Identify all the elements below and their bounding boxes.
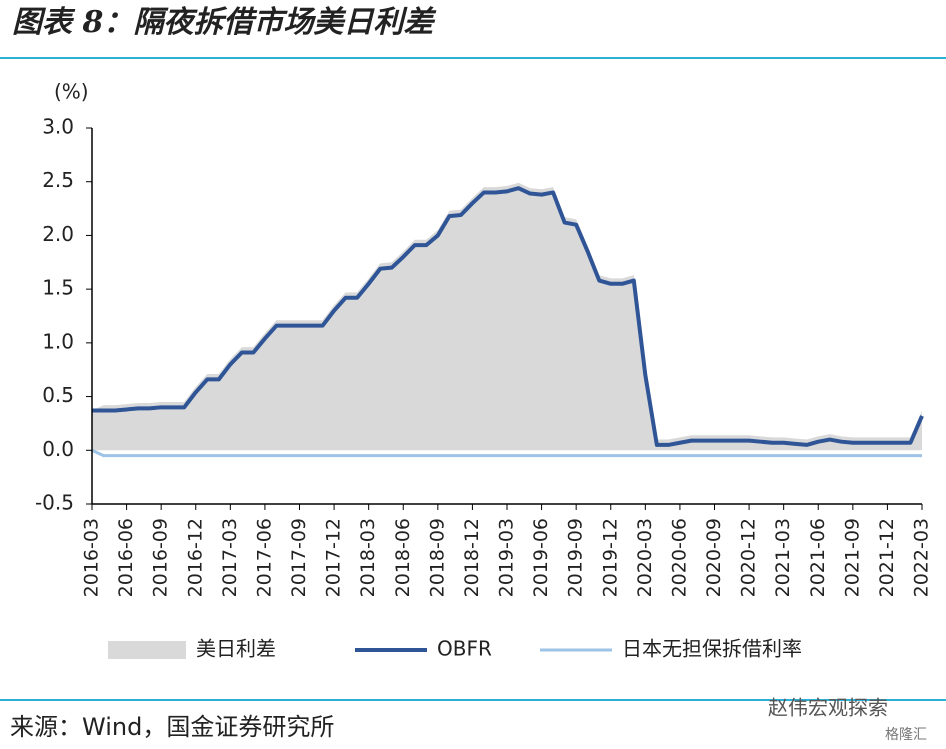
x-tick-label: 2020-09 xyxy=(703,518,725,597)
y-tick-label: 0.0 xyxy=(42,437,74,461)
line xyxy=(92,186,924,447)
x-tick-label: 2016-12 xyxy=(184,518,206,597)
legend-label: 美日利差 xyxy=(196,637,276,661)
area xyxy=(92,182,922,451)
chart-title: 图表 8：隔夜拆借市场美日利差 xyxy=(12,5,437,40)
legend-label: OBFR xyxy=(437,637,492,661)
x-tick-label: 2018-06 xyxy=(392,518,414,597)
x-tick-label: 2021-03 xyxy=(772,518,794,597)
line xyxy=(91,448,922,458)
y-axis-label: (%) xyxy=(54,80,89,104)
x-tick-label: 2016-06 xyxy=(115,518,137,597)
source: 来源：Wind，国金证券研究所 xyxy=(10,713,334,741)
x-tick-label: 2017-06 xyxy=(253,518,275,597)
x-tick-label: 2020-12 xyxy=(738,518,760,597)
x-tick-label: 2016-03 xyxy=(81,518,103,597)
y-tick-label: 1.0 xyxy=(42,329,74,353)
x-tick-label: 2019-03 xyxy=(496,518,518,597)
y-tick-label: -0.5 xyxy=(35,491,74,515)
x-tick-label: 2018-12 xyxy=(461,518,483,597)
x-tick-label: 2021-12 xyxy=(876,518,898,597)
y-tick-label: 3.0 xyxy=(42,115,74,139)
x-tick-label: 2020-03 xyxy=(634,518,656,597)
x-tick-label: 2017-12 xyxy=(323,518,345,597)
x-tick-label: 2022-03 xyxy=(911,518,933,597)
watermark: 赵伟宏观探索 xyxy=(768,696,888,720)
x-tick-label: 2017-03 xyxy=(219,518,241,597)
x-tick-label: 2019-09 xyxy=(565,518,587,597)
x-tick-label: 2017-09 xyxy=(288,518,310,597)
x-tick-label: 2019-12 xyxy=(599,518,621,597)
y-tick-label: 2.5 xyxy=(42,168,74,192)
legend-swatch xyxy=(108,641,186,659)
x-tick-label: 2018-03 xyxy=(357,518,379,597)
y-tick-label: 2.0 xyxy=(42,222,74,246)
x-tick-label: 2016-09 xyxy=(150,518,172,597)
x-tick-label: 2018-09 xyxy=(426,518,448,597)
x-tick-label: 2020-06 xyxy=(668,518,690,597)
x-tick-label: 2019-06 xyxy=(530,518,552,597)
x-tick-label: 2021-06 xyxy=(807,518,829,597)
legend-label: 日本无担保拆借利率 xyxy=(622,637,802,661)
y-tick-label: 1.5 xyxy=(42,276,74,300)
y-tick-label: 0.5 xyxy=(42,383,74,407)
x-tick-label: 2021-09 xyxy=(841,518,863,597)
logo: 格隆汇 xyxy=(885,727,927,743)
